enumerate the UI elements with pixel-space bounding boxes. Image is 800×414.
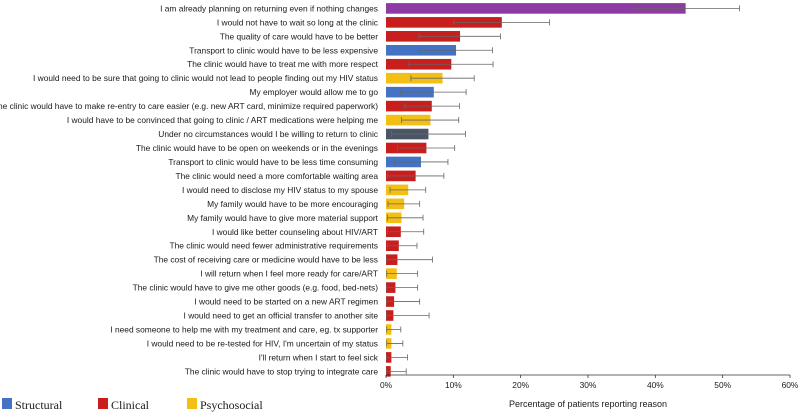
bar <box>386 17 502 28</box>
legend: Structural Clinical Psychosocial <box>2 398 263 412</box>
category-label: My family would have to be more encourag… <box>207 199 378 209</box>
x-tick-label: 60% <box>782 380 799 390</box>
error-bar <box>397 145 456 151</box>
category-labels: I am already planning on returning even … <box>0 3 379 376</box>
category-label: The cost of receiving care or medicine w… <box>154 255 378 265</box>
category-label: I need someone to help me with my treatm… <box>110 324 378 334</box>
x-tick-label: 20% <box>512 380 529 390</box>
error-bar <box>452 19 551 26</box>
error-bar <box>410 75 475 82</box>
legend-swatch <box>2 398 12 409</box>
legend-item: Clinical <box>98 398 150 412</box>
error-bar <box>389 186 427 193</box>
error-bar <box>386 256 433 263</box>
error-bar <box>386 326 402 333</box>
bar <box>386 3 686 14</box>
error-bar <box>386 172 445 179</box>
category-label: I will return when I feel more ready for… <box>200 269 378 279</box>
error-bar <box>386 312 430 319</box>
error-bar <box>394 158 449 165</box>
legend-item: Structural <box>2 398 63 412</box>
x-axis-title: Percentage of patients reporting reason <box>509 399 667 409</box>
error-bar <box>386 242 418 249</box>
error-bar <box>386 368 407 375</box>
error-bar <box>386 340 404 347</box>
error-bar <box>418 33 501 40</box>
error-bar <box>386 214 424 221</box>
error-bar <box>408 61 494 68</box>
category-label: The clinic would need fewer administrati… <box>169 241 378 251</box>
error-bar <box>419 47 493 54</box>
x-tick-label: 0% <box>380 380 393 390</box>
error-bar <box>631 5 740 12</box>
category-label: The clinic would have to make re-entry t… <box>0 101 378 111</box>
category-label: I would need to disclose my HIV status t… <box>182 185 378 195</box>
error-bar <box>386 228 425 235</box>
x-tick-label: 50% <box>714 380 731 390</box>
legend-swatch <box>98 398 108 409</box>
category-label: The clinic would need a more comfortable… <box>175 171 378 181</box>
category-label: I'll return when I start to feel sick <box>259 352 379 362</box>
category-label: Under no circumstances would I be willin… <box>158 129 378 139</box>
category-label: The clinic would have to treat me with m… <box>187 59 379 69</box>
category-label: The clinic would have to give me other g… <box>133 283 379 293</box>
x-tick-label: 30% <box>580 380 597 390</box>
x-axis: 0% 10% 20% 30% 40% 50% 60% <box>380 374 799 390</box>
category-label: I would need to be sure that going to cl… <box>33 73 378 83</box>
error-bar <box>390 131 466 138</box>
category-label: My family would have to give more materi… <box>187 213 379 223</box>
error-bar <box>386 284 419 291</box>
error-bar <box>401 117 460 124</box>
error-bar <box>387 200 421 207</box>
x-tick-label: 10% <box>445 380 462 390</box>
category-label: I am already planning on returning even … <box>160 3 378 13</box>
error-bar <box>400 89 467 96</box>
category-label: I would like better counseling about HIV… <box>212 227 378 237</box>
error-bar <box>404 103 460 110</box>
legend-swatch <box>187 398 197 409</box>
category-label: Transport to clinic would have to be les… <box>189 45 378 55</box>
category-label: I would need to be started on a new ART … <box>194 297 378 307</box>
bars-layer <box>386 3 740 377</box>
category-label: The quality of care would have to be bet… <box>220 31 379 41</box>
error-bar <box>386 354 408 361</box>
category-label: I would not have to wait so long at the … <box>217 17 378 27</box>
category-label: Transport to clinic would have to be les… <box>168 157 378 167</box>
error-bar <box>386 298 421 305</box>
category-label: I would have to be convinced that going … <box>67 115 378 125</box>
legend-label: Psychosocial <box>200 398 263 412</box>
category-label: The clinic would have to stop trying to … <box>185 366 379 376</box>
legend-item: Psychosocial <box>187 398 263 412</box>
category-label: The clinic would have to be open on week… <box>136 143 378 153</box>
legend-label: Structural <box>15 398 63 412</box>
category-label: I would need to be re-tested for HIV, I'… <box>147 338 378 348</box>
category-label: My employer would allow me to go <box>250 87 379 97</box>
x-tick-label: 40% <box>647 380 664 390</box>
category-label: I would need to get an official transfer… <box>184 311 379 321</box>
legend-label: Clinical <box>111 398 150 412</box>
error-bar <box>386 270 419 277</box>
